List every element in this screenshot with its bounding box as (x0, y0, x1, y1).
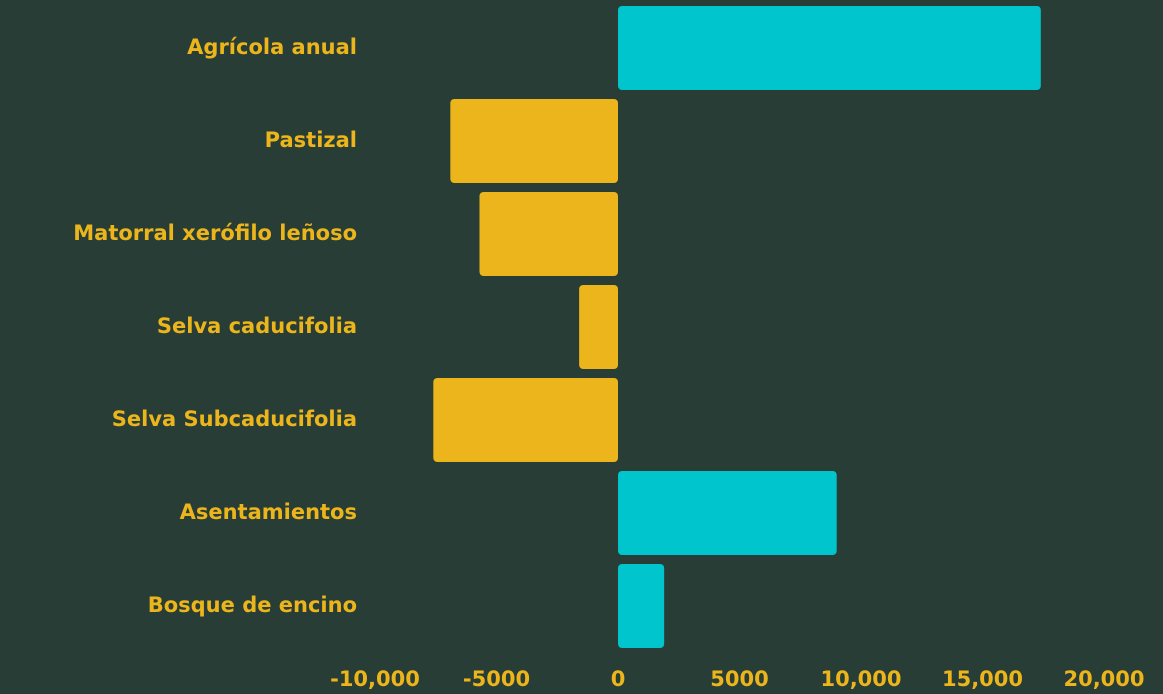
bar (579, 285, 618, 369)
x-tick-label: -5000 (463, 667, 530, 691)
bar (618, 6, 1041, 90)
y-tick-label: Asentamientos (180, 500, 357, 524)
x-tick-label: 0 (611, 667, 626, 691)
bar (450, 99, 618, 183)
bar (618, 471, 837, 555)
x-tick-label: 10,000 (820, 667, 901, 691)
x-tick-label: 20,000 (1063, 667, 1144, 691)
x-tick-label: -10,000 (330, 667, 420, 691)
x-tick-label: 15,000 (942, 667, 1023, 691)
y-tick-label: Selva caducifolia (157, 314, 357, 338)
x-tick-label: 5000 (710, 667, 768, 691)
bar (479, 192, 618, 276)
y-tick-label: Selva Subcaducifolia (112, 407, 357, 431)
y-tick-label: Bosque de encino (148, 593, 357, 617)
y-tick-label: Agrícola anual (187, 35, 357, 59)
y-tick-label: Matorral xerófilo leñoso (73, 221, 357, 245)
y-tick-label: Pastizal (265, 128, 357, 152)
bar (618, 564, 665, 648)
bar (433, 378, 618, 462)
